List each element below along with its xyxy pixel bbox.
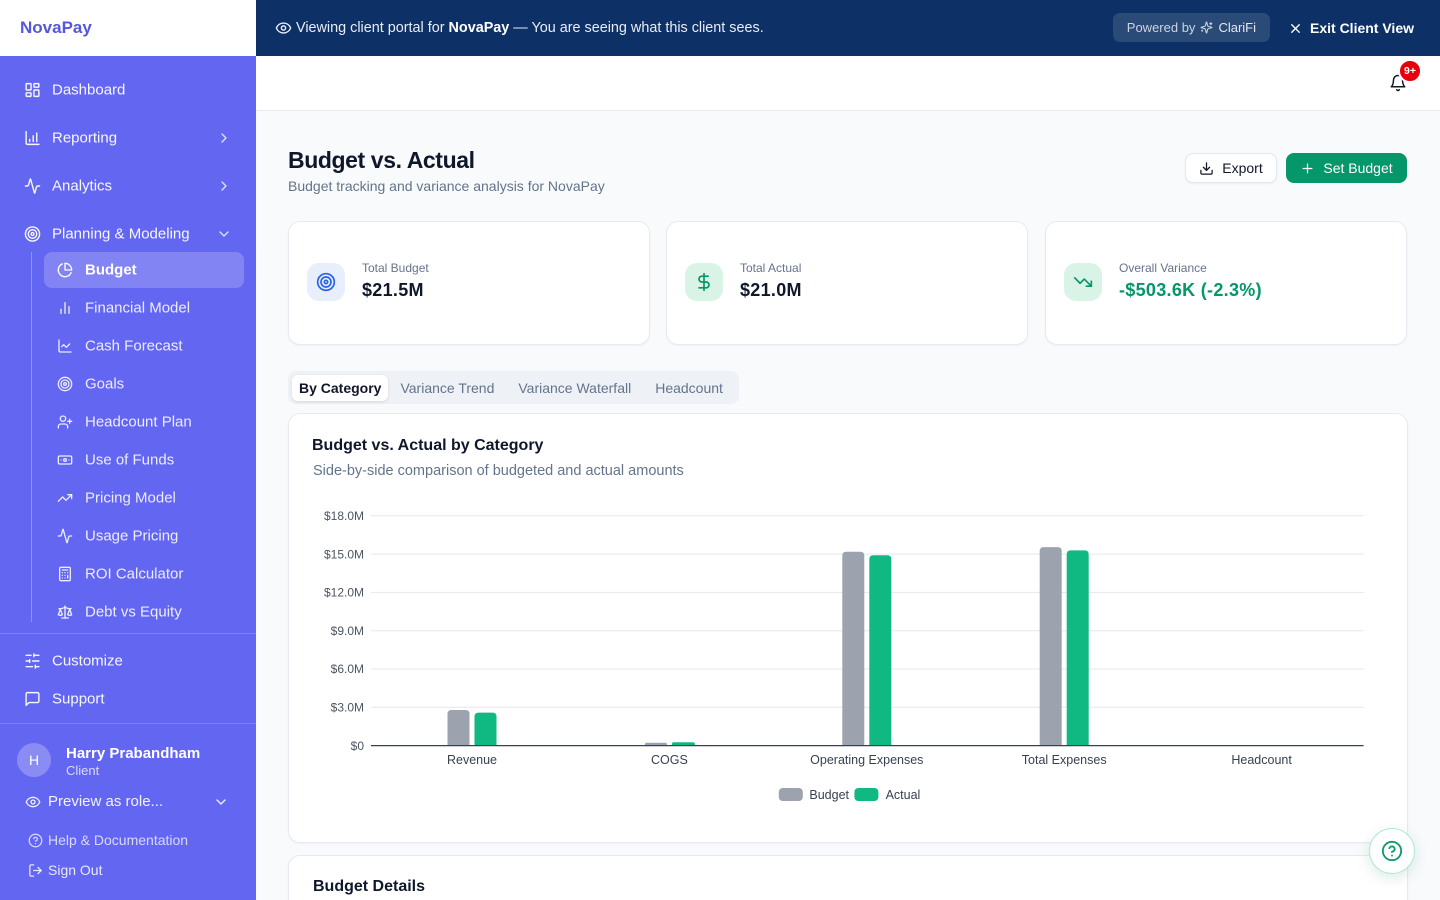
svg-text:Headcount: Headcount xyxy=(1231,753,1292,767)
svg-text:Budget: Budget xyxy=(809,788,849,802)
svg-text:$18.0M: $18.0M xyxy=(324,509,364,523)
svg-text:$0: $0 xyxy=(351,739,365,753)
svg-text:Operating Expenses: Operating Expenses xyxy=(810,753,923,767)
svg-text:$15.0M: $15.0M xyxy=(324,547,364,561)
svg-text:Actual: Actual xyxy=(886,788,921,802)
svg-text:$3.0M: $3.0M xyxy=(331,701,364,715)
svg-text:Revenue: Revenue xyxy=(447,753,497,767)
svg-text:Total Expenses: Total Expenses xyxy=(1022,753,1107,767)
svg-text:$6.0M: $6.0M xyxy=(331,662,364,676)
svg-text:$12.0M: $12.0M xyxy=(324,586,364,600)
svg-text:COGS: COGS xyxy=(651,753,688,767)
svg-text:$9.0M: $9.0M xyxy=(331,624,364,638)
